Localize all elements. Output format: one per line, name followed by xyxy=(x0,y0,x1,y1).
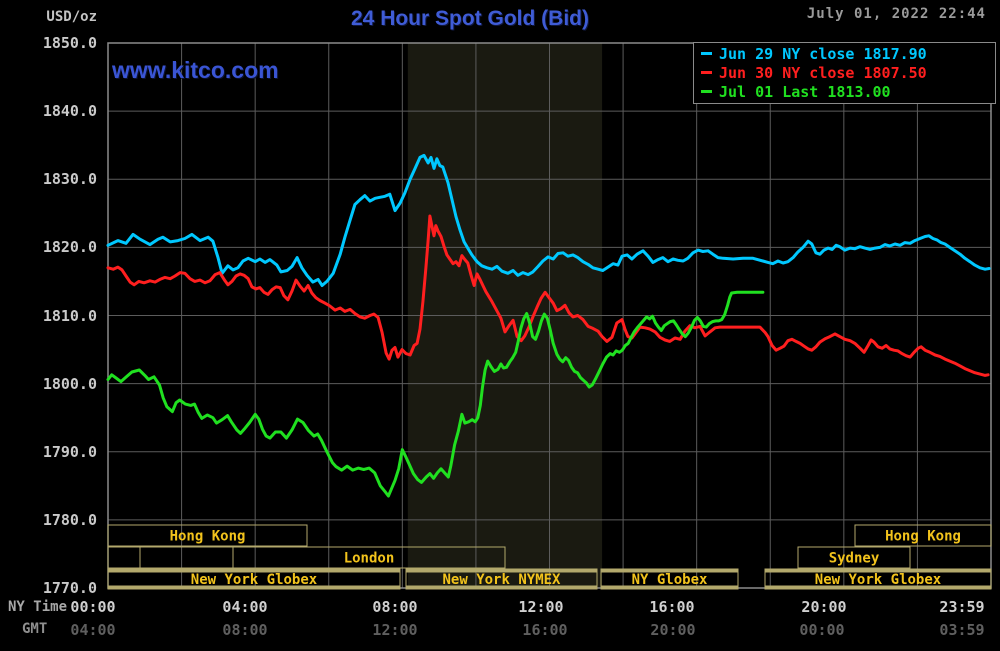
session-label: Hong Kong xyxy=(170,529,246,545)
series-line-2 xyxy=(106,290,765,498)
gmt-tick-label: 04:00 xyxy=(70,621,116,639)
session-box xyxy=(232,546,506,569)
session-box-top-bar xyxy=(406,569,597,573)
legend-item-label: Jun 30 NY close 1807.50 xyxy=(719,64,927,82)
ny-tick-label: 16:00 xyxy=(649,598,695,616)
legend-box: Jun 29 NY close 1817.90 Jun 30 NY close … xyxy=(693,42,996,104)
ny-tick-label: 20:00 xyxy=(801,598,847,616)
session-box-top-bar xyxy=(601,569,738,573)
jun29-line-swatch xyxy=(701,52,712,55)
kitco-watermark-link[interactable]: www.kitco.com xyxy=(112,57,279,83)
gmt-tick-label: 20:00 xyxy=(650,621,696,639)
legend-item-label: Jun 29 NY close 1817.90 xyxy=(719,45,927,63)
gmt-tick-label: 12:00 xyxy=(372,621,418,639)
ny-time-axis-label: NY Time xyxy=(8,599,68,615)
gmt-tick-label: 00:00 xyxy=(799,621,845,639)
session-label: Sydney xyxy=(829,551,880,567)
y-axis-units-label: USD/oz xyxy=(46,9,97,25)
chart-title: 24 Hour Spot Gold (Bid) xyxy=(351,7,589,30)
legend-item-label: Jul 01 Last 1813.00 xyxy=(719,83,891,101)
chart-timestamp: July 01, 2022 22:44 xyxy=(806,6,986,22)
session-box xyxy=(797,546,911,569)
jul01-line-swatch xyxy=(701,90,712,93)
legend-item-jun29: Jun 29 NY close 1817.90 xyxy=(694,45,995,64)
session-label: Hong Kong xyxy=(885,529,961,545)
session-label: London xyxy=(344,551,395,567)
y-tick-label: 1850.0 xyxy=(42,34,97,52)
y-tick-label: 1780.0 xyxy=(42,510,97,529)
gmt-tick-label: 16:00 xyxy=(522,621,568,639)
session-label: NY Globex xyxy=(632,572,708,588)
y-tick-label: 1790.0 xyxy=(42,442,97,461)
series-line-0 xyxy=(106,153,991,287)
series-line-1 xyxy=(106,214,990,377)
y-tick-label: 1830.0 xyxy=(42,170,97,189)
y-tick-label: 1770.0 xyxy=(42,579,97,597)
ny-tick-label: 23:59 xyxy=(939,598,985,616)
session-box xyxy=(107,524,308,547)
ny-tick-label: 12:00 xyxy=(518,598,564,616)
y-tick-label: 1810.0 xyxy=(42,306,97,325)
session-box-bottom-bar xyxy=(108,585,400,589)
y-tick-label: 1840.0 xyxy=(42,102,97,121)
session-label: New York NYMEX xyxy=(442,572,561,588)
jun30-line-swatch xyxy=(701,71,712,74)
y-tick-label: 1800.0 xyxy=(42,374,97,393)
session-box-bottom-bar xyxy=(406,585,597,589)
gmt-tick-label: 03:59 xyxy=(939,621,985,639)
session-box-top-bar xyxy=(765,569,991,573)
session-label: New York Globex xyxy=(815,572,942,588)
ny-tick-label: 00:00 xyxy=(70,598,116,616)
y-tick-label: 1820.0 xyxy=(42,238,97,257)
session-label: New York Globex xyxy=(191,572,318,588)
session-box-bottom-bar xyxy=(601,585,738,589)
legend-item-jul01: Jul 01 Last 1813.00 xyxy=(694,83,995,102)
legend-item-jun30: Jun 30 NY close 1807.50 xyxy=(694,64,995,83)
session-box-bottom-bar xyxy=(765,585,991,589)
session-box xyxy=(854,524,992,547)
gmt-axis-label: GMT xyxy=(22,621,48,637)
session-box-top-bar xyxy=(108,569,400,573)
ny-tick-label: 08:00 xyxy=(372,598,418,616)
gmt-tick-label: 08:00 xyxy=(222,621,268,639)
ny-tick-label: 04:00 xyxy=(222,598,268,616)
